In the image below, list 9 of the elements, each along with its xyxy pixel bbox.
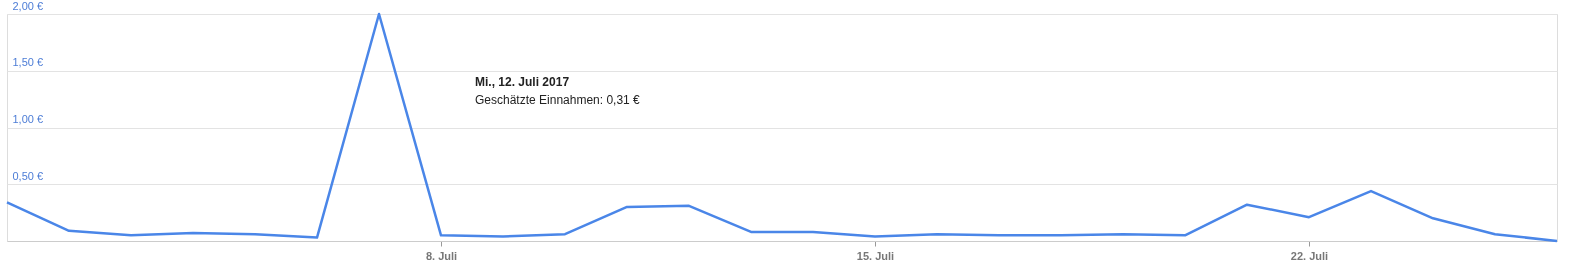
- y-tick-label: 2,00 €: [12, 0, 44, 12]
- annotation: Geschätzte Einnahmen: 0,31 €: [475, 93, 641, 107]
- x-tick-label: 8. Juli: [425, 249, 458, 262]
- y-tick-label: 0,50 €: [12, 169, 44, 182]
- x-tick-label: 22. Juli: [1290, 249, 1329, 262]
- y-tick-label: 1,00 €: [12, 113, 44, 125]
- annotation: Mi., 12. Juli 2017: [475, 75, 570, 89]
- x-tick-label: 15. Juli: [856, 249, 895, 262]
- y-tick-label: 1,50 €: [12, 56, 44, 69]
